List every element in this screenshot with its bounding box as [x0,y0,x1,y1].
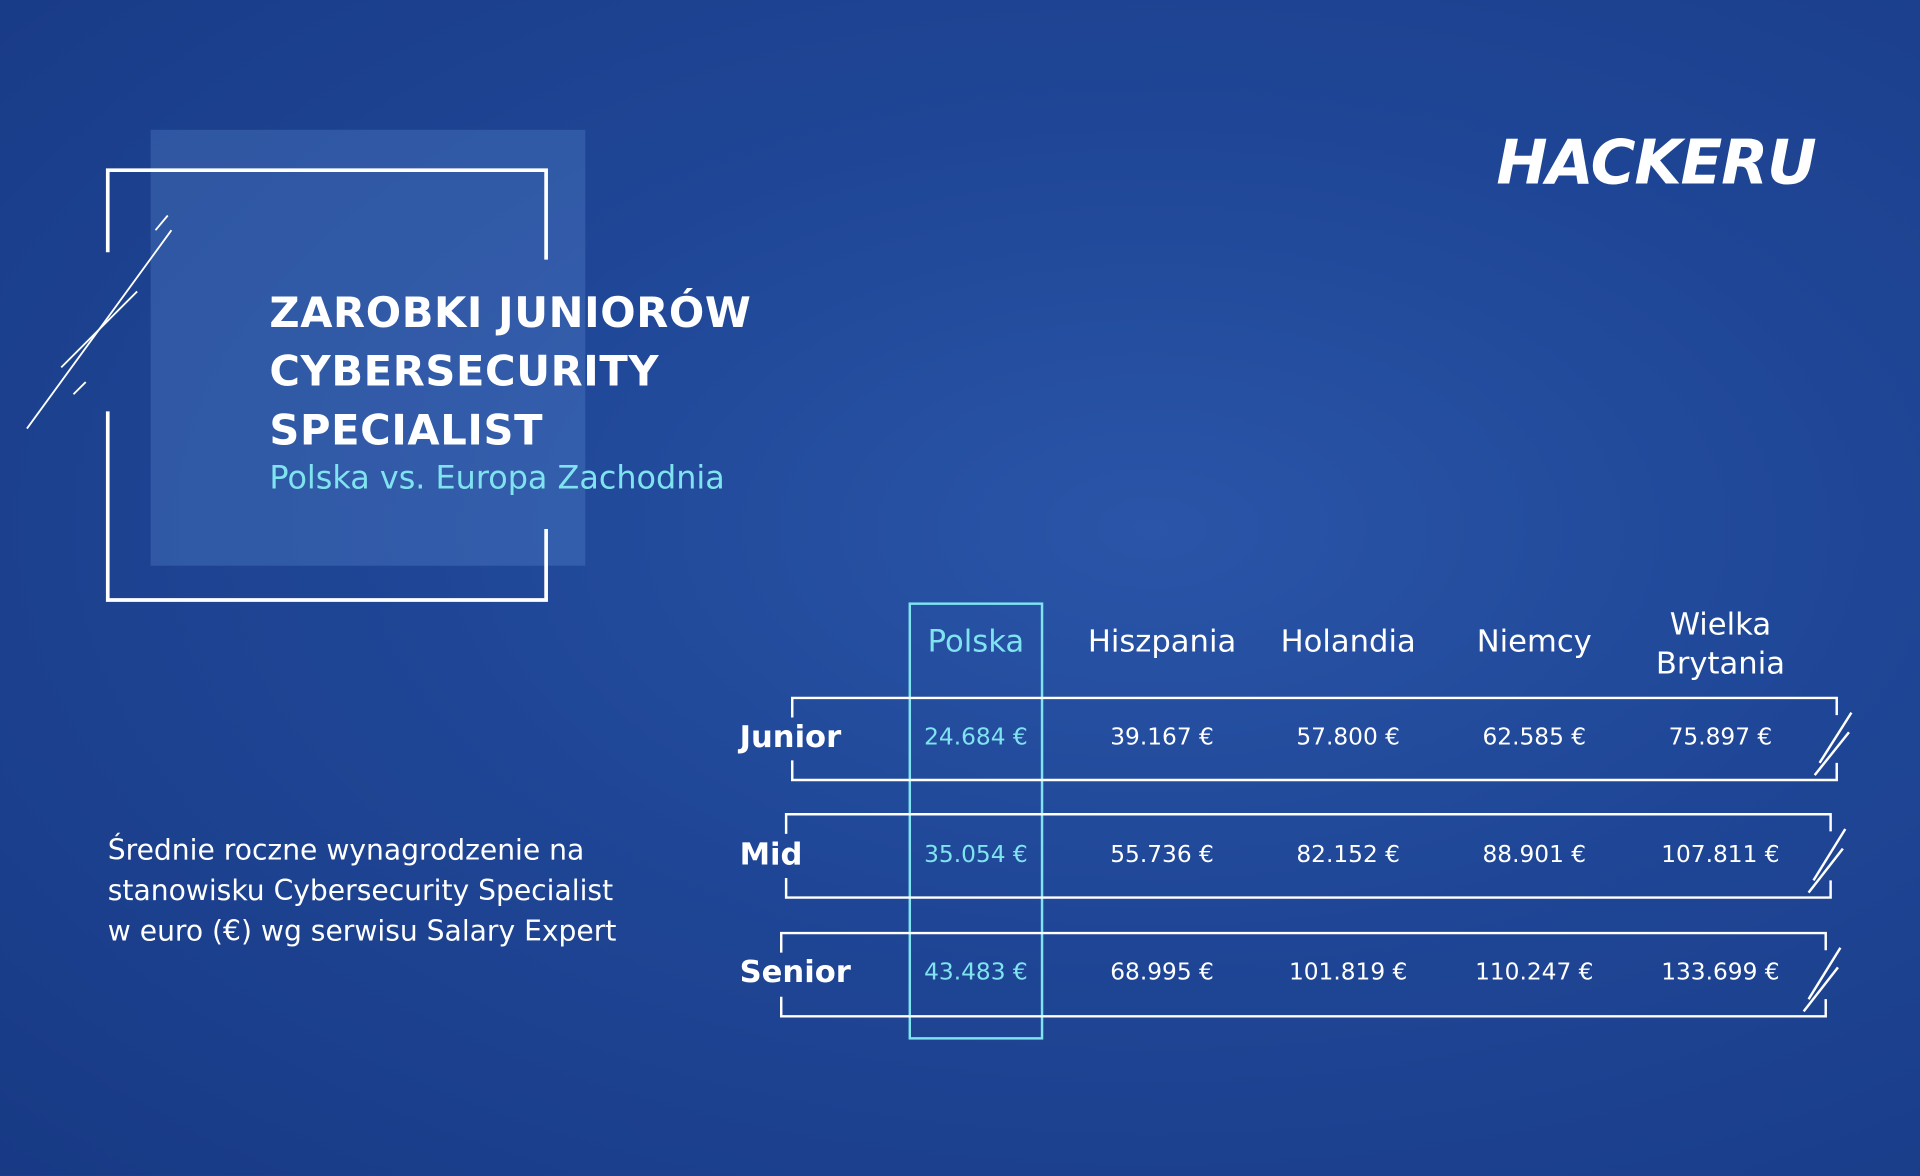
bracket-line [1813,731,1850,776]
column-header: Wielka Brytania [1655,606,1785,681]
bracket-line [784,813,1832,834]
cell: 75.897 € [1668,723,1773,751]
cell: 55.736 € [1110,841,1214,869]
row-label: Junior [739,718,842,755]
logo: HACKERU [1496,127,1816,199]
bracket-line [791,760,1838,782]
title-slashes [26,214,173,430]
title-frame [105,168,548,602]
bracket-line [1818,711,1853,764]
row-brackets [780,696,1853,1018]
cell: 68.995 € [1110,958,1214,986]
cell: 110.247 € [1475,958,1594,986]
description: w euro (€) wg serwisu Salary Expert [107,915,617,948]
cell: 88.901 € [1482,841,1587,869]
description: Średnie roczne wynagrodzenie na [107,835,585,867]
title-panel [150,129,586,566]
title: CYBERSECURITY [269,347,660,397]
highlight-column [908,602,1044,1040]
cell: 57.800 € [1296,723,1400,751]
column-header: Polska [927,623,1025,659]
cell: 39.167 € [1110,723,1214,751]
bracket-line [780,996,1827,1018]
cell: 43.483 € [924,958,1028,986]
cell: 35.054 € [924,841,1028,869]
bracket-line [780,931,1827,953]
cell: 107.811 € [1661,841,1780,869]
title: ZAROBKI JUNIORÓW [269,288,752,338]
bracket-line [791,696,1838,718]
column-header: Holandia [1280,623,1416,659]
bracket-line [1812,828,1847,882]
row-label: Senior [739,953,851,990]
bracket-line [1807,847,1844,894]
bracket-line [784,877,1832,899]
row-label: Mid [739,836,803,872]
cell: 82.152 € [1296,841,1400,869]
title: SPECIALIST [269,406,544,456]
column-header: Niemcy [1476,623,1592,659]
bracket-line [1802,966,1839,1013]
description: stanowisku Cybersecurity Specialist [107,875,614,908]
cell: 101.819 € [1288,958,1408,986]
cell: 133.699 € [1661,958,1780,986]
cell: 24.684 € [924,723,1028,751]
bracket-line [1807,947,1842,1000]
column-header: Hiszpania [1087,623,1237,659]
cell: 62.585 € [1482,723,1587,751]
subtitle: Polska vs. Europa Zachodnia [269,460,725,498]
